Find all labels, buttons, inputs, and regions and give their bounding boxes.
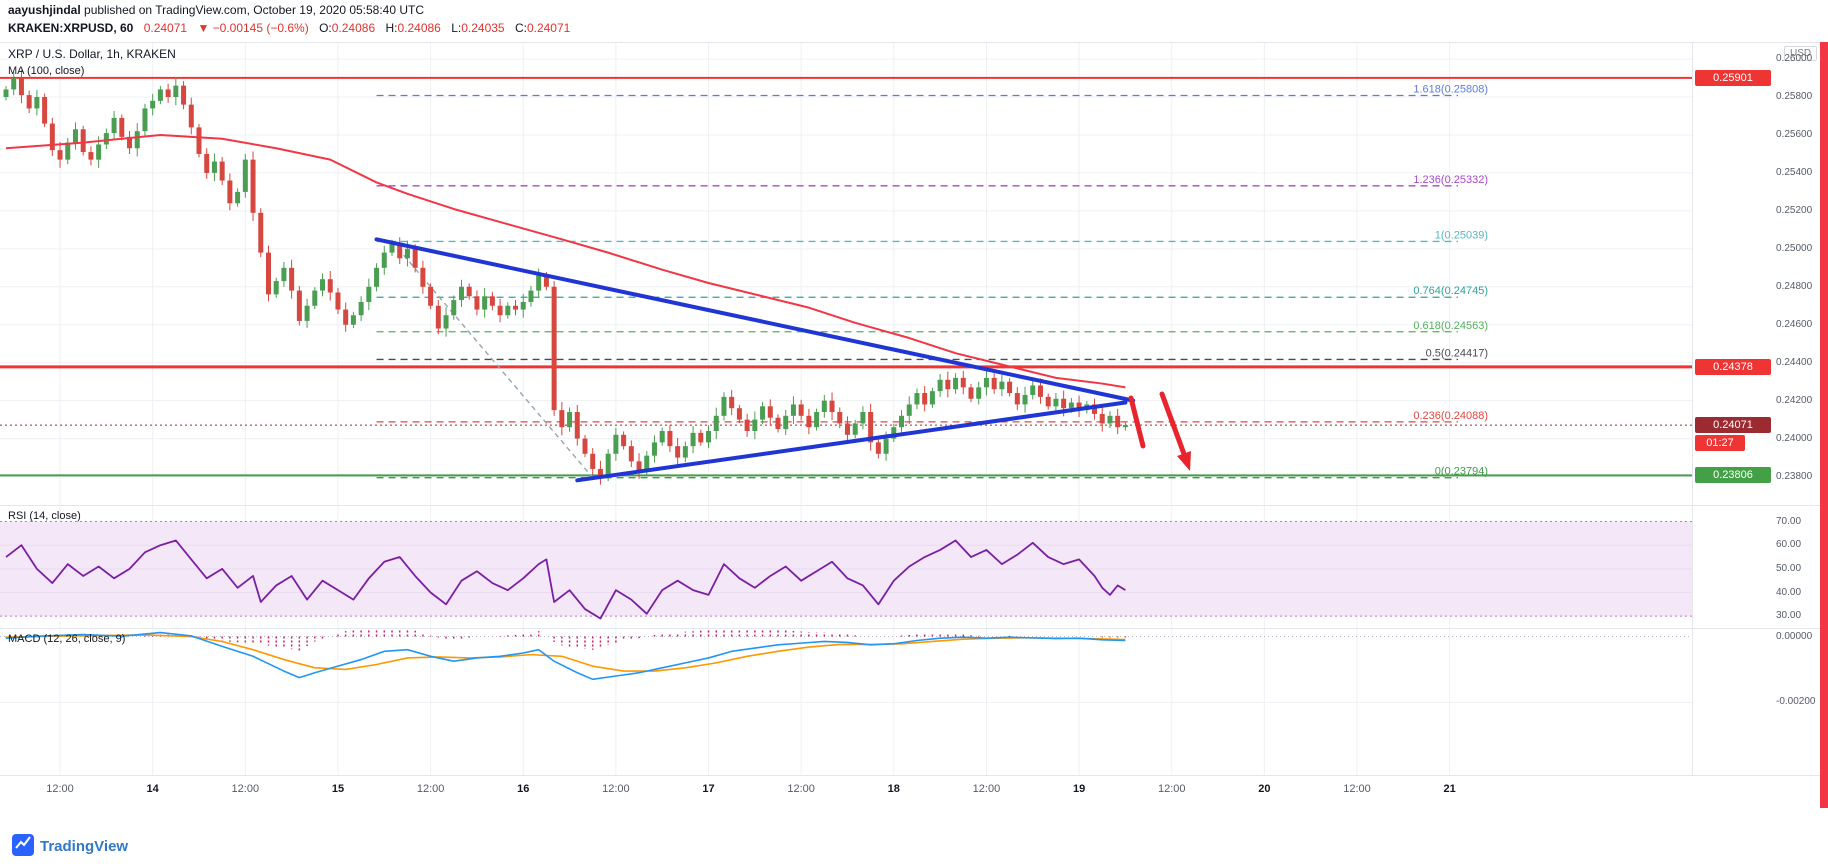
open-value: 0.24086: [331, 21, 376, 35]
high-value: 0.24086: [397, 21, 441, 35]
price-axis-tick: 0.25800: [1776, 91, 1813, 103]
rsi-axis-tick: 30.00: [1776, 610, 1802, 622]
fib-level-label: 1.618(0.25808): [1413, 84, 1488, 96]
rsi-axis-tick: 60.00: [1776, 539, 1802, 551]
high-label: H:: [385, 21, 398, 35]
rsi-axis-tick: 70.00: [1776, 515, 1802, 527]
chart-legend: XRP / U.S. Dollar, 1h, KRAKEN MA (100, c…: [8, 47, 176, 77]
separator-rsi-macd: [0, 628, 1828, 629]
last-price-value: 0.24071: [143, 21, 188, 35]
rsi-pane-label: RSI (14, close): [8, 510, 81, 522]
low-value: 0.24035: [461, 21, 505, 35]
rsi-axis-tick: 50.00: [1776, 562, 1802, 574]
open-label: O:: [319, 21, 332, 35]
price-scale-unit: USD: [1784, 46, 1818, 61]
fib-level-label: 0.5(0.24417): [1426, 347, 1488, 359]
brand-name: TradingView: [40, 838, 128, 855]
right-edge-strip: [1820, 42, 1828, 808]
low-label: L:: [451, 21, 462, 35]
tradingview-logo-graphic: TradingView: [12, 834, 128, 856]
time-axis-label: 12:00: [787, 783, 815, 795]
fib-level-label: 0.764(0.24745): [1413, 285, 1488, 297]
fib-level-label: 0.236(0.24088): [1413, 410, 1488, 422]
footer-bar: TradingView: [0, 808, 1828, 868]
symbol-label: KRAKEN:XRPUSD, 60: [8, 21, 134, 35]
publish-line: aayushjindal published on TradingView.co…: [8, 3, 424, 17]
price-line-badge: 0.24378: [1695, 358, 1771, 375]
time-axis-label: 16: [517, 783, 530, 795]
time-axis-label: 12:00: [1157, 783, 1186, 795]
fib-level-label: 0.618(0.24563): [1413, 320, 1488, 332]
close-label: C:: [514, 21, 527, 35]
price-axis-tick: 0.25400: [1776, 166, 1813, 178]
price-axis-tick: 0.25000: [1776, 242, 1813, 254]
rsi-axis-tick: 40.00: [1776, 586, 1802, 598]
separator-macd-axis: [0, 775, 1828, 776]
time-axis-label: 12:00: [602, 783, 630, 795]
separator-plot-scale: [1692, 42, 1693, 775]
price-axis-tick: 0.24600: [1776, 318, 1813, 330]
change-value: ▼ −0.00145 (−0.6%): [197, 21, 309, 35]
time-axis-label: 18: [887, 783, 900, 795]
separator-price-rsi: [0, 505, 1828, 506]
price-axis-tick: 0.24200: [1776, 394, 1813, 406]
price-axis-tick: 0.24400: [1776, 356, 1813, 368]
price-axis-tick: 0.25200: [1776, 204, 1813, 216]
last-price-badge: 0.24071: [1695, 417, 1771, 434]
time-axis-label: 12:00: [46, 783, 74, 795]
macd-axis-tick: 0.00000: [1776, 630, 1813, 642]
logo-chart-line-icon: [15, 836, 31, 849]
price-line-badge: 0.25901: [1695, 69, 1771, 86]
publish-info: published on TradingView.com, October 19…: [80, 3, 425, 17]
time-axis-label: 20: [1258, 783, 1271, 795]
fib-level-label: 1.236(0.25332): [1413, 174, 1488, 186]
time-axis-label: 12:00: [972, 783, 1001, 795]
price-line-badge: 0.23806: [1695, 467, 1771, 484]
fib-level-label: 1(0.25039): [1435, 229, 1488, 241]
time-axis-label: 19: [1072, 783, 1086, 795]
time-axis-label: 21: [1443, 783, 1456, 795]
separator-top: [0, 42, 1828, 43]
time-axis-label: 12:00: [416, 783, 445, 795]
tradingview-logo[interactable]: TradingView: [12, 832, 182, 858]
time-axis-label: 12:00: [1343, 783, 1371, 795]
price-axis-tick: 0.24800: [1776, 280, 1813, 292]
price-panel-svg: 1.618(0.25808) 1.236(0.25332) 1(0.25039) 0.…: [0, 42, 1692, 505]
countdown-badge: 01:27: [1695, 435, 1745, 452]
time-axis: 12:00 14 12:00 15 12:00 16 12:00 17 12:00 18 12:00…: [0, 775, 1692, 808]
time-axis-label: 14: [146, 783, 159, 795]
price-axis-tick: 0.26000: [1776, 53, 1813, 65]
price-scale: USD 0.26000 0.25800 0.25600 0.25400 0.25200 0…: [1692, 42, 1828, 808]
time-axis-label: 12:00: [231, 783, 260, 795]
close-value: 0.24071: [526, 21, 571, 35]
publisher-name: aayushjindal: [8, 3, 81, 17]
ma-legend: MA (100, close): [8, 65, 85, 77]
price-axis-tick: 0.24000: [1776, 432, 1813, 444]
rsi-panel-svg: [0, 505, 1692, 628]
macd-panel-svg: [0, 628, 1692, 775]
price-axis-tick: 0.25600: [1776, 128, 1813, 140]
price-axis-tick: 0.23800: [1776, 470, 1813, 482]
time-axis-label: 15: [331, 783, 345, 795]
macd-pane-label: MACD (12, 26, close, 9): [8, 633, 126, 645]
macd-axis-tick: -0.00200: [1776, 696, 1816, 708]
chart-area: 1.618(0.25808) 1.236(0.25332) 1(0.25039) 0.…: [0, 42, 1828, 808]
chart-title: XRP / U.S. Dollar, 1h, KRAKEN: [8, 47, 176, 61]
ticker-line: KRAKEN:XRPUSD, 60 0.24071 ▼ −0.00145 (−0…: [8, 21, 570, 35]
time-axis-label: 17: [702, 783, 715, 795]
